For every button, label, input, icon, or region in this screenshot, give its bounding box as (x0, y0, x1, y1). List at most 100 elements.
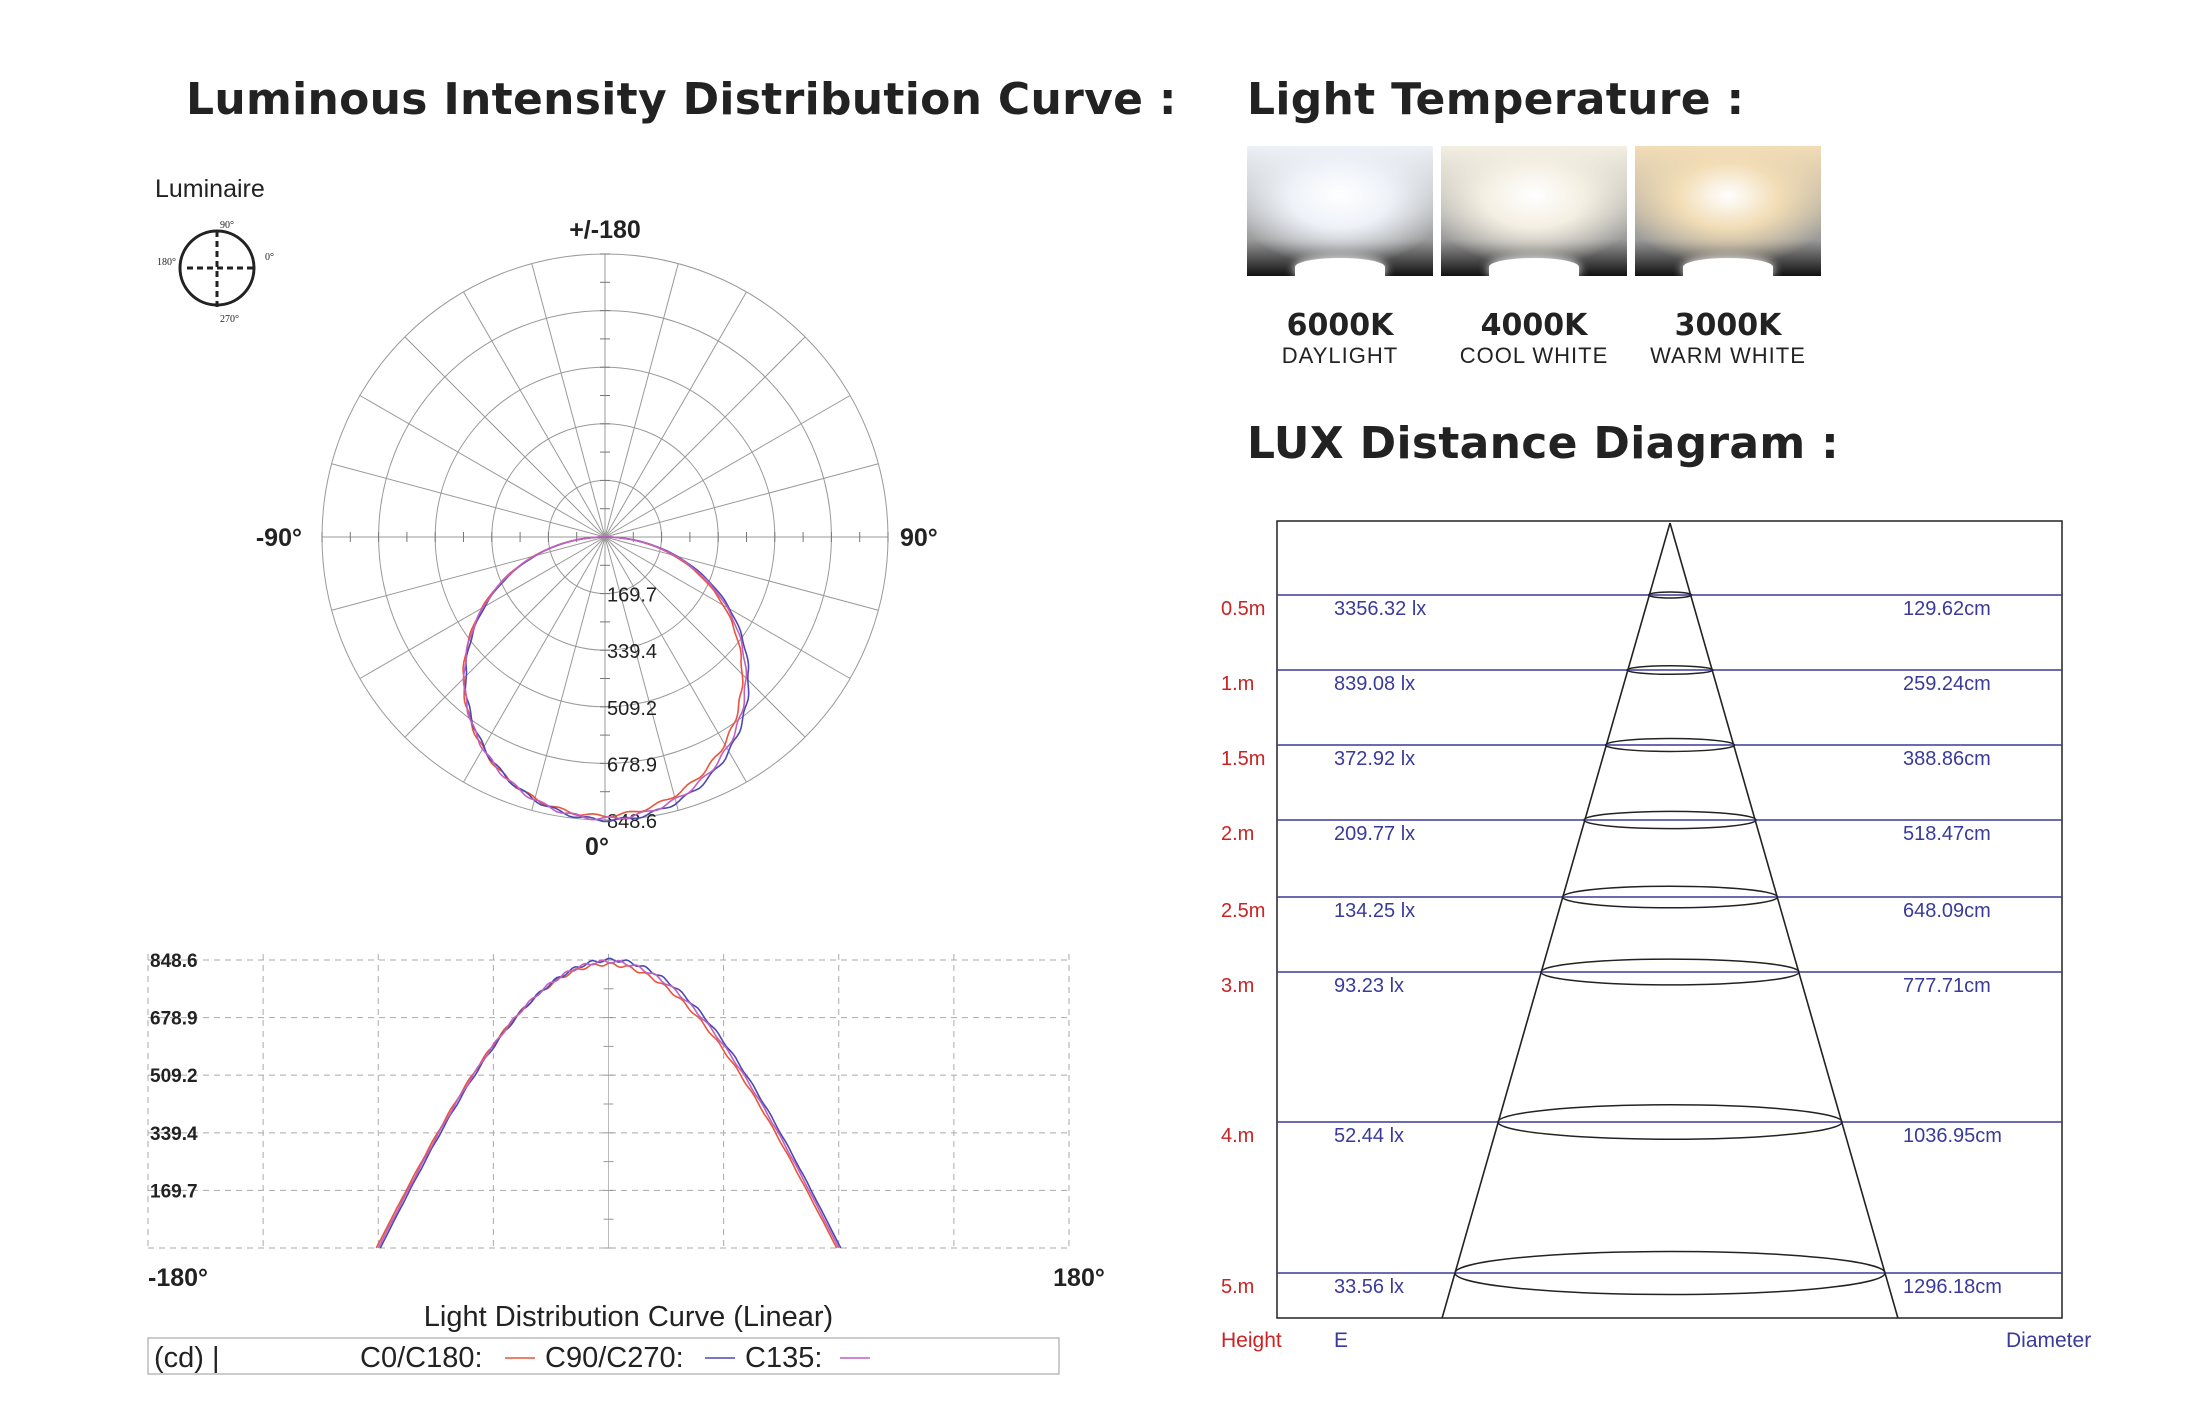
lux-footer-e: E (1334, 1329, 1348, 1352)
lux-ellipse (1454, 1250, 1886, 1296)
lux-ellipse (1604, 737, 1736, 753)
lux-diameter-label: 129.62cm (1903, 598, 1991, 620)
lux-value-label: 134.25 lx (1334, 900, 1415, 922)
temperature-kelvin: 4000K (1480, 308, 1588, 343)
linear-y-label: 848.6 (150, 951, 198, 972)
temperature-kelvin: 3000K (1674, 308, 1782, 343)
polar-radial-label: 848.6 (607, 811, 657, 833)
polar-spoke (331, 463, 606, 538)
polar-spoke (604, 463, 879, 538)
polar-spoke (604, 536, 806, 738)
polar-series-1 (464, 536, 750, 823)
polar-spoke (463, 291, 606, 538)
lux-ellipse (1626, 664, 1714, 676)
lux-cone-right (1669, 522, 1899, 1319)
polar-spoke (604, 536, 879, 611)
lux-diameter-label: 388.86cm (1903, 748, 1991, 770)
linear-series-1 (379, 957, 842, 1249)
lux-height-label: 4.m (1221, 1125, 1254, 1147)
lamp-glow (1489, 258, 1579, 276)
lux-footer-diameter: Diameter (2006, 1329, 2091, 1352)
intensity-curve-title: Luminous Intensity Distribution Curve : (186, 74, 1177, 125)
lux-diagram-title: LUX Distance Diagram : (1247, 418, 1840, 469)
lux-frame (1276, 520, 2063, 1319)
temperature-swatch (1635, 146, 1821, 276)
lux-distance-chart: 0.5m 3356.32 lx 129.62cm 1.m 839.08 lx 259.24… (1221, 520, 2091, 1352)
polar-spoke (604, 536, 679, 811)
lux-ellipse (1561, 885, 1779, 909)
lux-ellipse (1647, 591, 1693, 599)
luminaire-icon: Luminaire 90° 180° 0° 270° (155, 175, 274, 325)
lux-value-label: 3356.32 lx (1334, 598, 1426, 620)
lamp-glow (1683, 258, 1773, 276)
lux-footer-height: Height (1221, 1329, 1282, 1352)
lux-value-label: 93.23 lx (1334, 975, 1404, 997)
polar-spoke (404, 536, 606, 738)
lux-ellipse (1540, 958, 1800, 986)
lux-diameter-label: 1036.95cm (1903, 1125, 2002, 1147)
polar-label-top: +/-180 (569, 216, 641, 244)
lux-height-label: 2.5m (1221, 900, 1265, 922)
linear-x-label-right: 180° (1053, 1264, 1105, 1292)
lux-height-label: 3.m (1221, 975, 1254, 997)
luminaire-label: Luminaire (155, 175, 265, 203)
polar-spoke (359, 395, 606, 538)
luminaire-180-label: 180° (157, 257, 176, 268)
lux-height-label: 2.m (1221, 823, 1254, 845)
linear-y-label: 339.4 (150, 1124, 198, 1145)
lux-value-label: 52.44 lx (1334, 1125, 1404, 1147)
lux-height-label: 1.5m (1221, 748, 1265, 770)
polar-radial-label: 678.9 (607, 754, 657, 776)
temperature-name: DAYLIGHT (1281, 343, 1399, 368)
linear-title: Light Distribution Curve (Linear) (424, 1301, 833, 1333)
polar-spoke (404, 336, 606, 538)
lamp-glow (1295, 258, 1385, 276)
polar-spoke (604, 263, 679, 538)
polar-spoke (604, 336, 806, 538)
polar-radial-label: 339.4 (607, 641, 657, 663)
temperature-name: COOL WHITE (1459, 343, 1609, 368)
temperature-label: 6000K DAYLIGHT (1245, 308, 1435, 369)
luminaire-270-label: 270° (220, 314, 239, 325)
polar-series-2 (462, 536, 748, 821)
lux-value-label: 372.92 lx (1334, 748, 1415, 770)
temperature-name: WARM WHITE (1650, 343, 1806, 368)
lux-value-label: 209.77 lx (1334, 823, 1415, 845)
linear-x-label-left: -180° (148, 1264, 208, 1292)
linear-chart: 169.7 339.4 509.2 678.9 848.6 -180° 180° Light … (147, 951, 1105, 1375)
linear-series-0 (375, 961, 838, 1249)
temperature-kelvin: 6000K (1286, 308, 1394, 343)
polar-spoke (604, 395, 851, 538)
polar-radial-label: 509.2 (607, 698, 657, 720)
temperature-swatch (1247, 146, 1433, 276)
temperature-swatch (1441, 146, 1627, 276)
lux-diameter-label: 259.24cm (1903, 673, 1991, 695)
polar-spoke (531, 263, 606, 538)
polar-radial-label: 169.7 (607, 585, 657, 607)
temperature-label: 3000K WARM WHITE (1633, 308, 1823, 369)
polar-chart: 169.7 339.4 509.2 678.9 848.6 +/-180 -90° 90° 0° (256, 216, 938, 861)
lux-diameter-label: 648.09cm (1903, 900, 1991, 922)
luminaire-0-label: 0° (265, 252, 274, 263)
linear-y-label: 678.9 (150, 1009, 198, 1030)
polar-label-right: 90° (900, 524, 938, 552)
light-temperature-title: Light Temperature : (1247, 74, 1745, 125)
polar-spoke (463, 536, 606, 783)
polar-label-left: -90° (256, 524, 302, 552)
lux-ellipse (1497, 1104, 1843, 1140)
polar-label-bottom: 0° (585, 833, 609, 861)
lux-ellipse (1583, 810, 1757, 830)
linear-y-label: 509.2 (150, 1066, 198, 1087)
lux-diameter-label: 518.47cm (1903, 823, 1991, 845)
lux-height-label: 5.m (1221, 1276, 1254, 1298)
polar-spoke (604, 536, 747, 783)
polar-spoke (331, 536, 606, 611)
lux-diameter-label: 1296.18cm (1903, 1276, 2002, 1298)
polar-spoke (531, 536, 606, 811)
lux-value-label: 33.56 lx (1334, 1276, 1404, 1298)
linear-legend-unit: (cd) | (154, 1342, 220, 1374)
linear-legend-box (147, 1337, 1060, 1375)
linear-legend-label: C90/C270: (545, 1342, 684, 1374)
lux-height-label: 0.5m (1221, 598, 1265, 620)
